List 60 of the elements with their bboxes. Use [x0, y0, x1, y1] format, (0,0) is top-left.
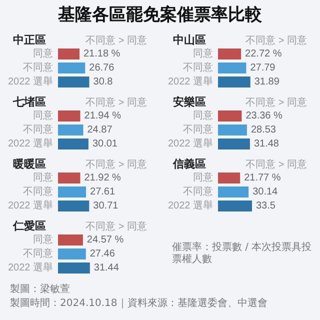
- y-tick-label: 同意: [193, 48, 213, 60]
- y-tick-label: 同意: [33, 110, 53, 122]
- data-label: 31.89: [254, 76, 280, 88]
- chart-title: 七堵區: [12, 96, 46, 108]
- text: 基隆各區罷免案催票率比較: [57, 5, 263, 25]
- y-tick-label: 不同意: [183, 124, 213, 136]
- data-label: 21.18 %: [83, 48, 120, 60]
- chart-title: 信義區: [172, 158, 206, 170]
- data-label: 27.46: [90, 248, 116, 260]
- text: 不同意 > 同意: [86, 96, 148, 108]
- text: 製圖：梁敏萱: [10, 284, 70, 296]
- text: 不同意 > 同意: [246, 158, 308, 170]
- text: 不同意 > 同意: [86, 158, 148, 170]
- y-tick-label: 同意: [193, 110, 213, 122]
- data-label: 31.48: [254, 138, 280, 150]
- text: 不同意 > 同意: [246, 96, 308, 108]
- data-label: 22.72 %: [245, 48, 282, 60]
- y-tick-label: 不同意: [23, 186, 53, 198]
- data-label: 30.01: [92, 138, 118, 150]
- y-tick-label: 不同意: [23, 62, 53, 74]
- data-label: 21.92 %: [84, 172, 122, 184]
- y-tick-label: 同意: [33, 48, 53, 60]
- data-label: 27.79: [250, 62, 276, 74]
- y-tick-label: 不同意: [23, 124, 53, 136]
- y-tick-label: 同意: [33, 172, 53, 184]
- data-label: 23.36 %: [246, 110, 283, 122]
- data-label: 30.71: [93, 200, 119, 212]
- y-tick-label: 不同意: [183, 186, 213, 198]
- chart-title: 仁愛區: [12, 220, 46, 232]
- y-tick-label: 不同意: [23, 248, 53, 260]
- data-label: 21.77 %: [244, 172, 281, 184]
- text: 不同意 > 同意: [86, 220, 148, 232]
- data-label: 31.44: [94, 262, 120, 274]
- data-label: 30.8: [93, 76, 114, 88]
- chart-title: 中正區: [13, 34, 46, 46]
- y-tick-label: 同意: [193, 172, 213, 184]
- y-tick-label: 2022 選舉: [8, 76, 53, 88]
- text: 不同意 > 同意: [246, 34, 308, 46]
- y-tick-label: 2022 選舉: [8, 262, 53, 274]
- data-label: 21.94 %: [84, 110, 122, 122]
- text: 製圖時間：2024.10.18｜資料來源：基隆選委會、中選會: [10, 298, 268, 310]
- data-label: 26.76: [89, 62, 115, 74]
- y-tick-label: 2022 選舉: [168, 200, 213, 212]
- data-label: 24.87: [87, 124, 113, 136]
- y-tick-label: 2022 選舉: [8, 138, 53, 150]
- text: 催票率：投票數 / 本次投票具投票權人數: [172, 242, 312, 266]
- data-label: 33.5: [256, 200, 276, 212]
- data-label: 27.61: [90, 186, 116, 198]
- chart-title: 安樂區: [173, 96, 206, 108]
- y-tick-label: 同意: [33, 234, 53, 246]
- chart-title: 中山區: [173, 34, 206, 46]
- data-label: 30.14: [252, 186, 278, 198]
- y-tick-label: 2022 選舉: [8, 200, 53, 212]
- data-label: 24.57 %: [86, 234, 124, 246]
- y-tick-label: 不同意: [183, 62, 213, 74]
- text: 不同意 > 同意: [86, 34, 148, 46]
- data-label: 28.53: [250, 124, 276, 136]
- chart-title: 暖暖區: [13, 158, 46, 170]
- y-tick-label: 2022 選舉: [168, 138, 213, 150]
- y-tick-label: 2022 選舉: [168, 76, 213, 88]
